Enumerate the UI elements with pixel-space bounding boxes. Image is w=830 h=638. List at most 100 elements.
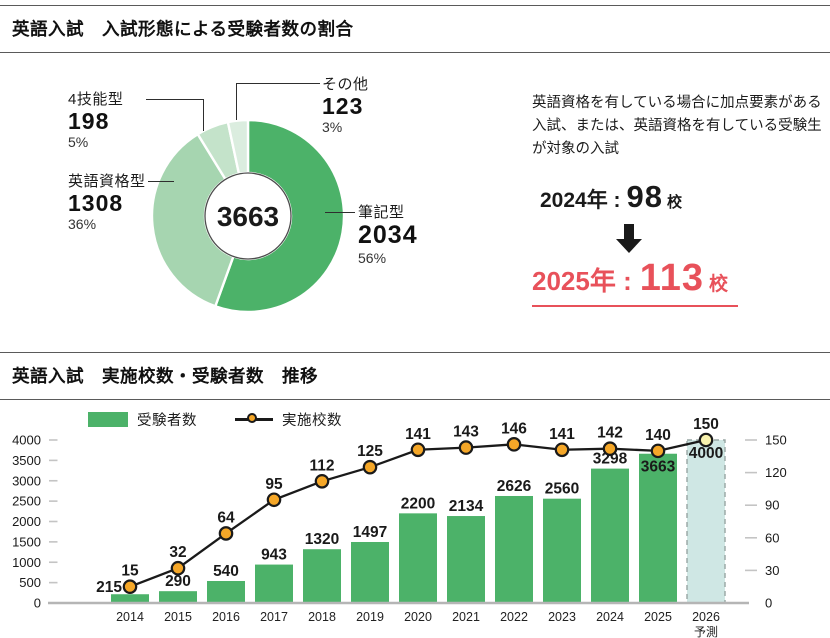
section1-title: 英語入試 入試形態による受験者数の割合: [0, 5, 830, 53]
line-point-2020: [410, 442, 426, 458]
x-label-2021: 2021: [452, 610, 480, 624]
callout-line-other: [236, 83, 320, 84]
line-point-2016: [218, 526, 234, 541]
bar-2024: [591, 468, 629, 603]
left-axis-label: 2000: [12, 514, 41, 529]
line-point-2014: [122, 579, 138, 594]
donut-hole: [204, 172, 292, 260]
donut-total-value: 3663: [217, 201, 279, 232]
slice-value: 198: [68, 108, 110, 134]
line-value-2024: 142: [597, 425, 623, 442]
line-point-2024: [602, 441, 618, 456]
callout-hikki: 筆記型 2034 56%: [358, 201, 418, 267]
line-value-2019: 125: [357, 443, 383, 460]
line-value-2015: 32: [169, 544, 186, 561]
legend-item-bar: 受験者数: [88, 409, 197, 430]
bar-value-2021: 2134: [449, 498, 484, 515]
line-point-2026: [698, 432, 714, 448]
line-point-2022: [506, 437, 522, 452]
bar-swatch-icon: [88, 412, 128, 427]
donut-chart: 3663: [150, 118, 346, 314]
bar-2017: [255, 564, 293, 603]
line-value-2022: 146: [501, 420, 527, 437]
stat-2024-value: 98: [626, 178, 664, 214]
legend-line-label: 実施校数: [282, 413, 342, 429]
slice-value: 2034: [358, 221, 418, 249]
line-value-2018: 112: [309, 457, 334, 474]
bar-value-2026: 4000: [689, 445, 723, 462]
bar-value-2020: 2200: [401, 495, 435, 512]
right-axis-label: 60: [765, 530, 779, 545]
bar-2025: [639, 453, 677, 603]
left-axis-label: 2500: [12, 494, 41, 509]
bar-value-2025: 3663: [641, 459, 676, 476]
line-value-2023: 141: [549, 426, 575, 443]
right-axis-label: 30: [765, 563, 779, 578]
right-axis-label: 150: [765, 433, 787, 448]
legend-bar-label: 受験者数: [137, 413, 197, 429]
stat-2025-unit: 校: [709, 273, 729, 295]
left-axis-label: 500: [19, 575, 41, 590]
annotation-column: 英語資格を有している場合に加点要素がある入試、または、英語資格を有している受験生…: [532, 92, 828, 307]
donut-slices: [150, 118, 346, 314]
right-axis-label: 90: [765, 498, 779, 513]
line-value-2016: 64: [217, 509, 235, 526]
callout-line-hikki: [325, 212, 355, 213]
x-label-2026: 2026: [692, 610, 720, 624]
combo-chart: 0 500 1000 1500 2000 2500 3000 3500 4000 0 30 60 90 1…: [12, 418, 787, 638]
bar-2020: [399, 513, 437, 603]
left-axis-label: 3500: [12, 453, 41, 468]
bar-2021: [447, 516, 485, 603]
note-text: 英語資格を有している場合に加点要素がある入試、または、英語資格を有している受験生…: [532, 95, 822, 157]
left-axis-label: 1500: [12, 534, 41, 549]
bar-value-2017: 943: [261, 547, 287, 564]
x-label-2022: 2022: [500, 610, 528, 624]
donut-section: 3663 4技能型 198 5% 英語資格型 1308 36% その他 123 …: [0, 50, 830, 352]
bar-2026: [686, 439, 726, 604]
line-value-2017: 95: [265, 476, 283, 493]
slice-label: その他: [322, 76, 369, 93]
section2-title: 英語入試 実施校数・受験者数 推移: [0, 352, 830, 400]
x-label-2024: 2024: [596, 610, 624, 624]
slice-percent: 5%: [68, 134, 89, 151]
callout-line-other-v: [236, 83, 237, 120]
line-point-2021: [458, 440, 474, 455]
slice-percent: 3%: [322, 119, 343, 136]
slice-label: 4技能型: [68, 91, 124, 108]
left-axis-label: 0: [34, 596, 41, 611]
right-axis-label: 0: [765, 596, 772, 611]
line-point-2023: [554, 442, 570, 458]
line-point-2025: [650, 443, 666, 459]
x-label-2023: 2023: [548, 610, 576, 624]
stat-2024: 2024年 : 98 校: [540, 179, 828, 215]
stat-2024-label: 2024年 :: [540, 188, 621, 212]
line-value-2014: 15: [121, 563, 139, 580]
x-label-2016: 2016: [212, 610, 240, 624]
line-value-2025: 140: [645, 427, 671, 444]
bar-value-2014: 215: [96, 579, 122, 596]
bar-value-2016: 540: [213, 563, 239, 580]
callout-line-4skill: [146, 99, 204, 100]
stat-2025: 2025年 : 113 校: [532, 256, 739, 307]
line-point-2019: [362, 459, 378, 475]
line-point-2017: [266, 492, 282, 508]
line-point-2018: [314, 473, 330, 489]
stat-2025-value: 113: [639, 256, 705, 299]
x-label-2019: 2019: [356, 610, 384, 624]
stat-2024-unit: 校: [667, 193, 683, 211]
x-label-2015: 2015: [164, 610, 192, 624]
legend-item-line: 実施校数: [235, 409, 342, 430]
line-point-2015: [170, 560, 186, 576]
line-value-2026: 150: [693, 418, 719, 433]
line-value-2020: 141: [405, 426, 431, 443]
bar-2018: [303, 549, 341, 603]
slice-value: 123: [322, 93, 364, 119]
right-axis-label: 120: [765, 465, 787, 480]
line-value-2021: 143: [453, 424, 479, 441]
slice-percent: 56%: [358, 249, 387, 266]
x-label-forecast: 予測: [694, 625, 718, 638]
bar-value-2024: 3298: [593, 451, 628, 468]
bar-2023: [543, 498, 581, 603]
callout-eigoshikaku: 英語資格型 1308 36%: [68, 170, 146, 234]
line-dot-swatch-icon: [235, 412, 273, 427]
